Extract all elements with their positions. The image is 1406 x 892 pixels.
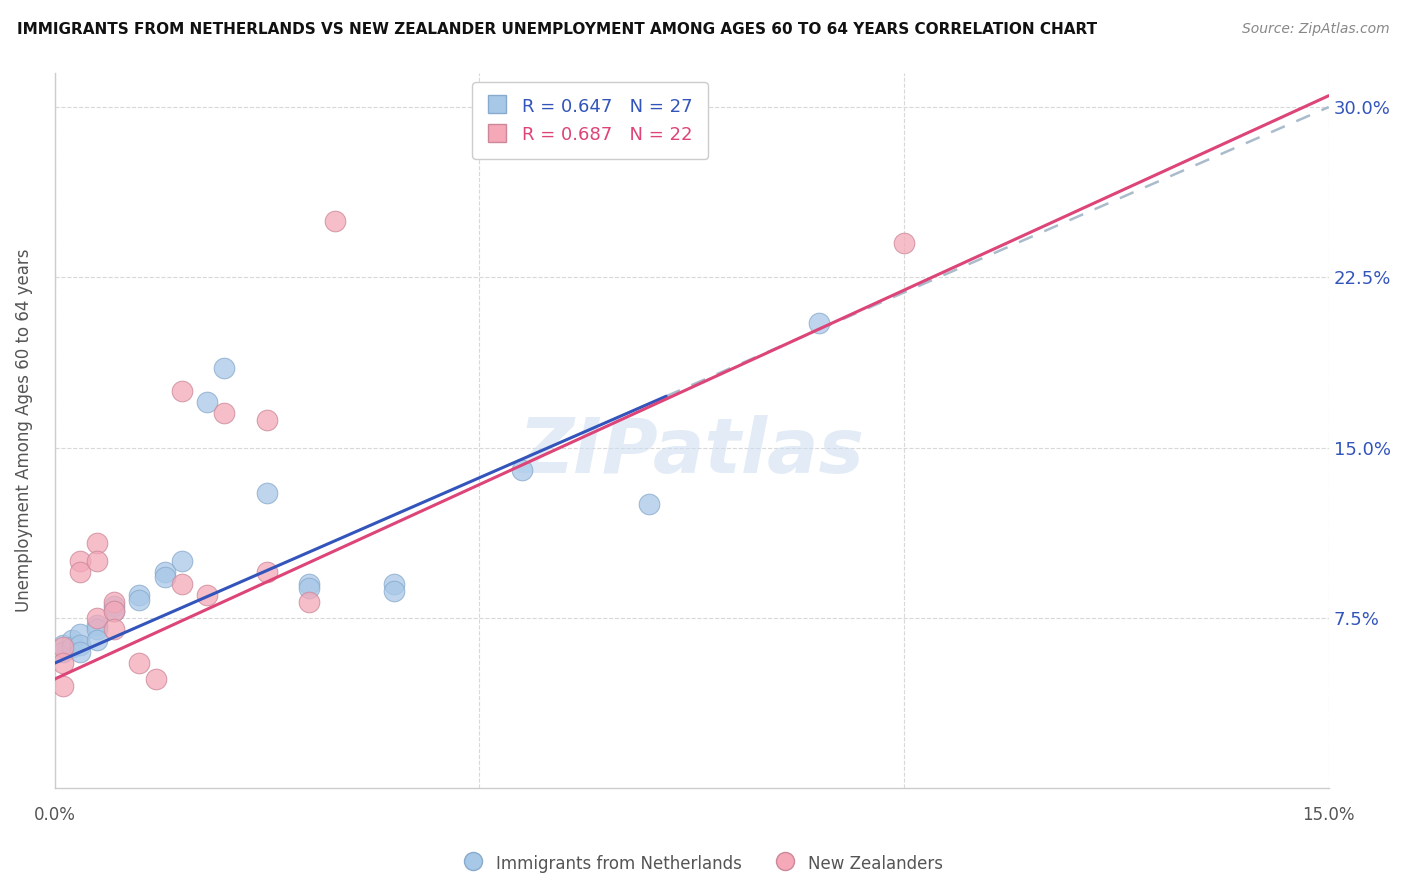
Legend: Immigrants from Netherlands, New Zealanders: Immigrants from Netherlands, New Zealand… bbox=[456, 847, 950, 880]
Point bbox=[86, 536, 108, 550]
Point bbox=[103, 604, 125, 618]
Point bbox=[103, 599, 125, 614]
Point bbox=[153, 570, 176, 584]
Point bbox=[170, 576, 193, 591]
Point bbox=[214, 407, 236, 421]
Point bbox=[69, 638, 91, 652]
Point bbox=[808, 316, 831, 330]
Point bbox=[153, 566, 176, 580]
Point bbox=[323, 213, 346, 227]
Point bbox=[298, 576, 321, 591]
Point bbox=[382, 583, 405, 598]
Point bbox=[52, 656, 75, 670]
Point bbox=[197, 395, 219, 409]
Text: IMMIGRANTS FROM NETHERLANDS VS NEW ZEALANDER UNEMPLOYMENT AMONG AGES 60 TO 64 YE: IMMIGRANTS FROM NETHERLANDS VS NEW ZEALA… bbox=[17, 22, 1097, 37]
Point bbox=[638, 497, 661, 511]
Point bbox=[103, 595, 125, 609]
Point bbox=[298, 595, 321, 609]
Point bbox=[86, 633, 108, 648]
Point bbox=[103, 604, 125, 618]
Point bbox=[298, 582, 321, 596]
Text: 0.0%: 0.0% bbox=[34, 806, 76, 824]
Point bbox=[69, 554, 91, 568]
Point bbox=[69, 645, 91, 659]
Point bbox=[60, 640, 83, 655]
Point bbox=[256, 413, 278, 427]
Point bbox=[86, 617, 108, 632]
Point bbox=[69, 626, 91, 640]
Point bbox=[86, 622, 108, 636]
Legend: R = 0.647   N = 27, R = 0.687   N = 22: R = 0.647 N = 27, R = 0.687 N = 22 bbox=[472, 82, 707, 159]
Point bbox=[197, 588, 219, 602]
Point bbox=[214, 361, 236, 376]
Point bbox=[86, 554, 108, 568]
Point bbox=[52, 645, 75, 659]
Point bbox=[60, 633, 83, 648]
Point bbox=[382, 576, 405, 591]
Point bbox=[170, 554, 193, 568]
Point bbox=[893, 236, 915, 251]
Point bbox=[170, 384, 193, 398]
Text: ZIPatlas: ZIPatlas bbox=[519, 415, 865, 489]
Point bbox=[128, 588, 150, 602]
Point bbox=[86, 611, 108, 625]
Point bbox=[52, 638, 75, 652]
Point bbox=[103, 622, 125, 636]
Text: 15.0%: 15.0% bbox=[1302, 806, 1355, 824]
Point bbox=[256, 486, 278, 500]
Point bbox=[128, 592, 150, 607]
Point bbox=[69, 566, 91, 580]
Point bbox=[128, 656, 150, 670]
Point bbox=[52, 640, 75, 655]
Point bbox=[145, 672, 167, 686]
Y-axis label: Unemployment Among Ages 60 to 64 years: Unemployment Among Ages 60 to 64 years bbox=[15, 249, 32, 612]
Point bbox=[256, 566, 278, 580]
Point bbox=[52, 679, 75, 693]
Point bbox=[510, 463, 533, 477]
Text: Source: ZipAtlas.com: Source: ZipAtlas.com bbox=[1241, 22, 1389, 37]
